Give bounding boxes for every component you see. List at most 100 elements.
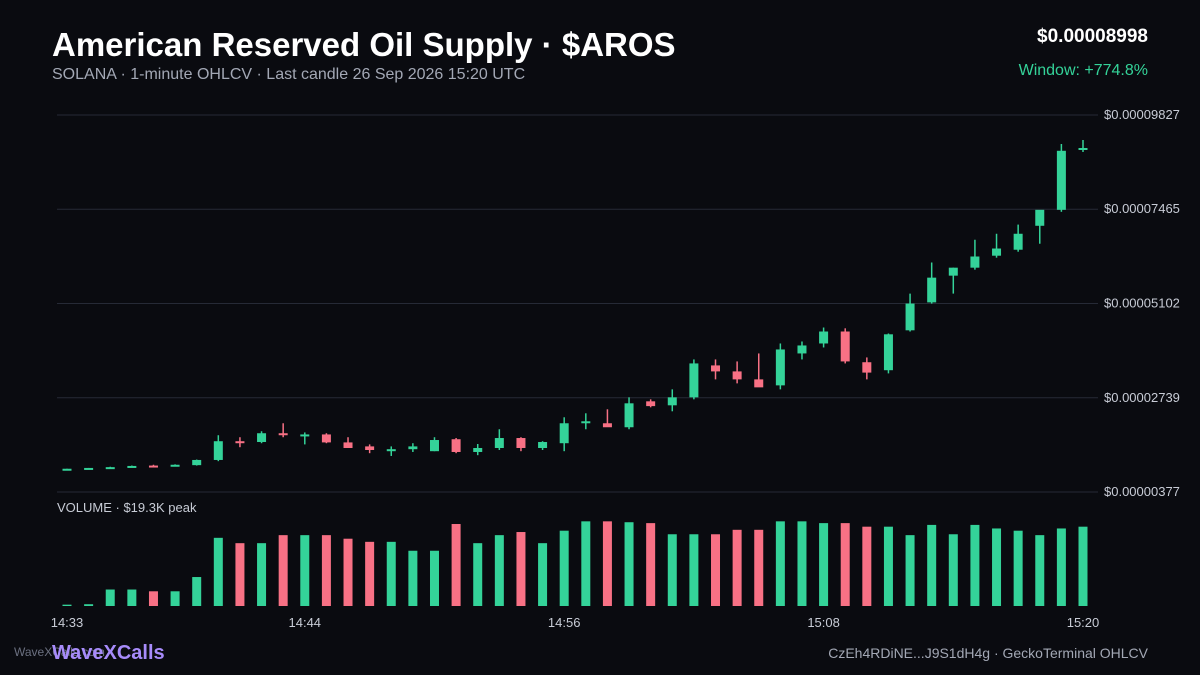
candle-body [62,468,72,471]
volume-label: VOLUME · $19.3K peak [57,500,197,515]
candle-body [235,441,245,444]
current-price: $0.00008998 [1037,26,1148,47]
candle [429,437,439,452]
candle [473,444,483,456]
volume-bar [278,535,288,606]
volume-bar [992,528,1002,606]
candle-body [300,434,310,437]
candle-body [1056,150,1066,210]
candle [840,328,850,364]
candle-body [559,423,569,444]
volume-bar [819,523,829,606]
price-tick-label: $0.00002739 [1104,390,1180,405]
candle-body [711,365,721,372]
candle-body [602,423,612,428]
candle [235,437,245,448]
volume-bar [1013,530,1023,606]
candle-body [343,442,353,448]
volume-series [62,521,1088,606]
candle-body [105,467,115,470]
candle [408,443,418,452]
candle [1078,140,1088,152]
candle-body [127,465,137,468]
candle [581,413,591,430]
brand-logo: WaveXCalls [52,642,165,664]
volume-bar [343,538,353,606]
candle [1056,144,1066,212]
candle-body [948,267,958,276]
candle [992,233,1002,258]
volume-bar [62,604,72,606]
candle-body [992,248,1002,256]
time-tick-label: 14:56 [548,615,581,630]
candle-body [624,403,634,428]
candle-body [1035,209,1045,226]
volume-bar [559,530,569,606]
candle [711,359,721,380]
volume-bar [494,535,504,606]
candle [689,359,699,400]
volume-bar [840,523,850,606]
candle-body [170,464,180,467]
volume-bar [213,537,223,606]
candle-body [732,371,742,380]
candle [927,262,937,304]
time-tick-label: 14:33 [51,615,84,630]
candle [451,438,461,454]
candle [257,431,267,444]
candle [321,433,331,444]
volume-bar [927,524,937,606]
candle-body [451,439,461,452]
price-tick-label: $0.00009827 [1104,107,1180,122]
candle-body [797,345,807,354]
candle [148,464,158,468]
volume-bar [624,522,634,606]
time-tick-label: 15:20 [1067,615,1100,630]
candle-body [84,467,94,470]
candle [559,417,569,452]
volume-bar [192,577,202,606]
volume-bar [84,604,94,606]
candle [819,327,829,348]
candle [213,435,223,462]
candle-body [970,256,980,268]
volume-bar [386,541,396,606]
volume-bar [516,532,526,606]
candle [365,444,375,454]
candle-body [257,433,267,443]
candle [1035,209,1045,244]
volume-bar [473,543,483,606]
volume-bar [365,541,375,606]
price-tick-label: $0.00005102 [1104,296,1180,311]
candle [278,423,288,438]
volume-bar [127,589,137,606]
candle [127,465,137,468]
volume-bar [970,524,980,606]
candle-body [429,440,439,452]
candle-body [819,331,829,344]
candle [883,333,893,374]
volume-bar [711,534,721,606]
candle-body [148,465,158,468]
candle-body [840,331,850,362]
candle-body [473,447,483,452]
volume-bar [170,591,180,606]
volume-bar [754,529,764,606]
candle [538,441,548,450]
candle [624,397,634,430]
candle [192,459,202,466]
candle-body [862,362,872,373]
candle-body [386,449,396,452]
time-tick-label: 15:08 [807,615,840,630]
candle-body [408,446,418,450]
brand-watermark: WaveXCalls.com [14,645,105,659]
candle [667,389,677,412]
candle-body [213,441,223,460]
volume-bar [321,535,331,606]
price-grid [57,114,1098,493]
candle [970,239,980,270]
candle [775,343,785,390]
price-tick-label: $0.00000377 [1104,484,1180,499]
volume-bar [257,543,267,606]
